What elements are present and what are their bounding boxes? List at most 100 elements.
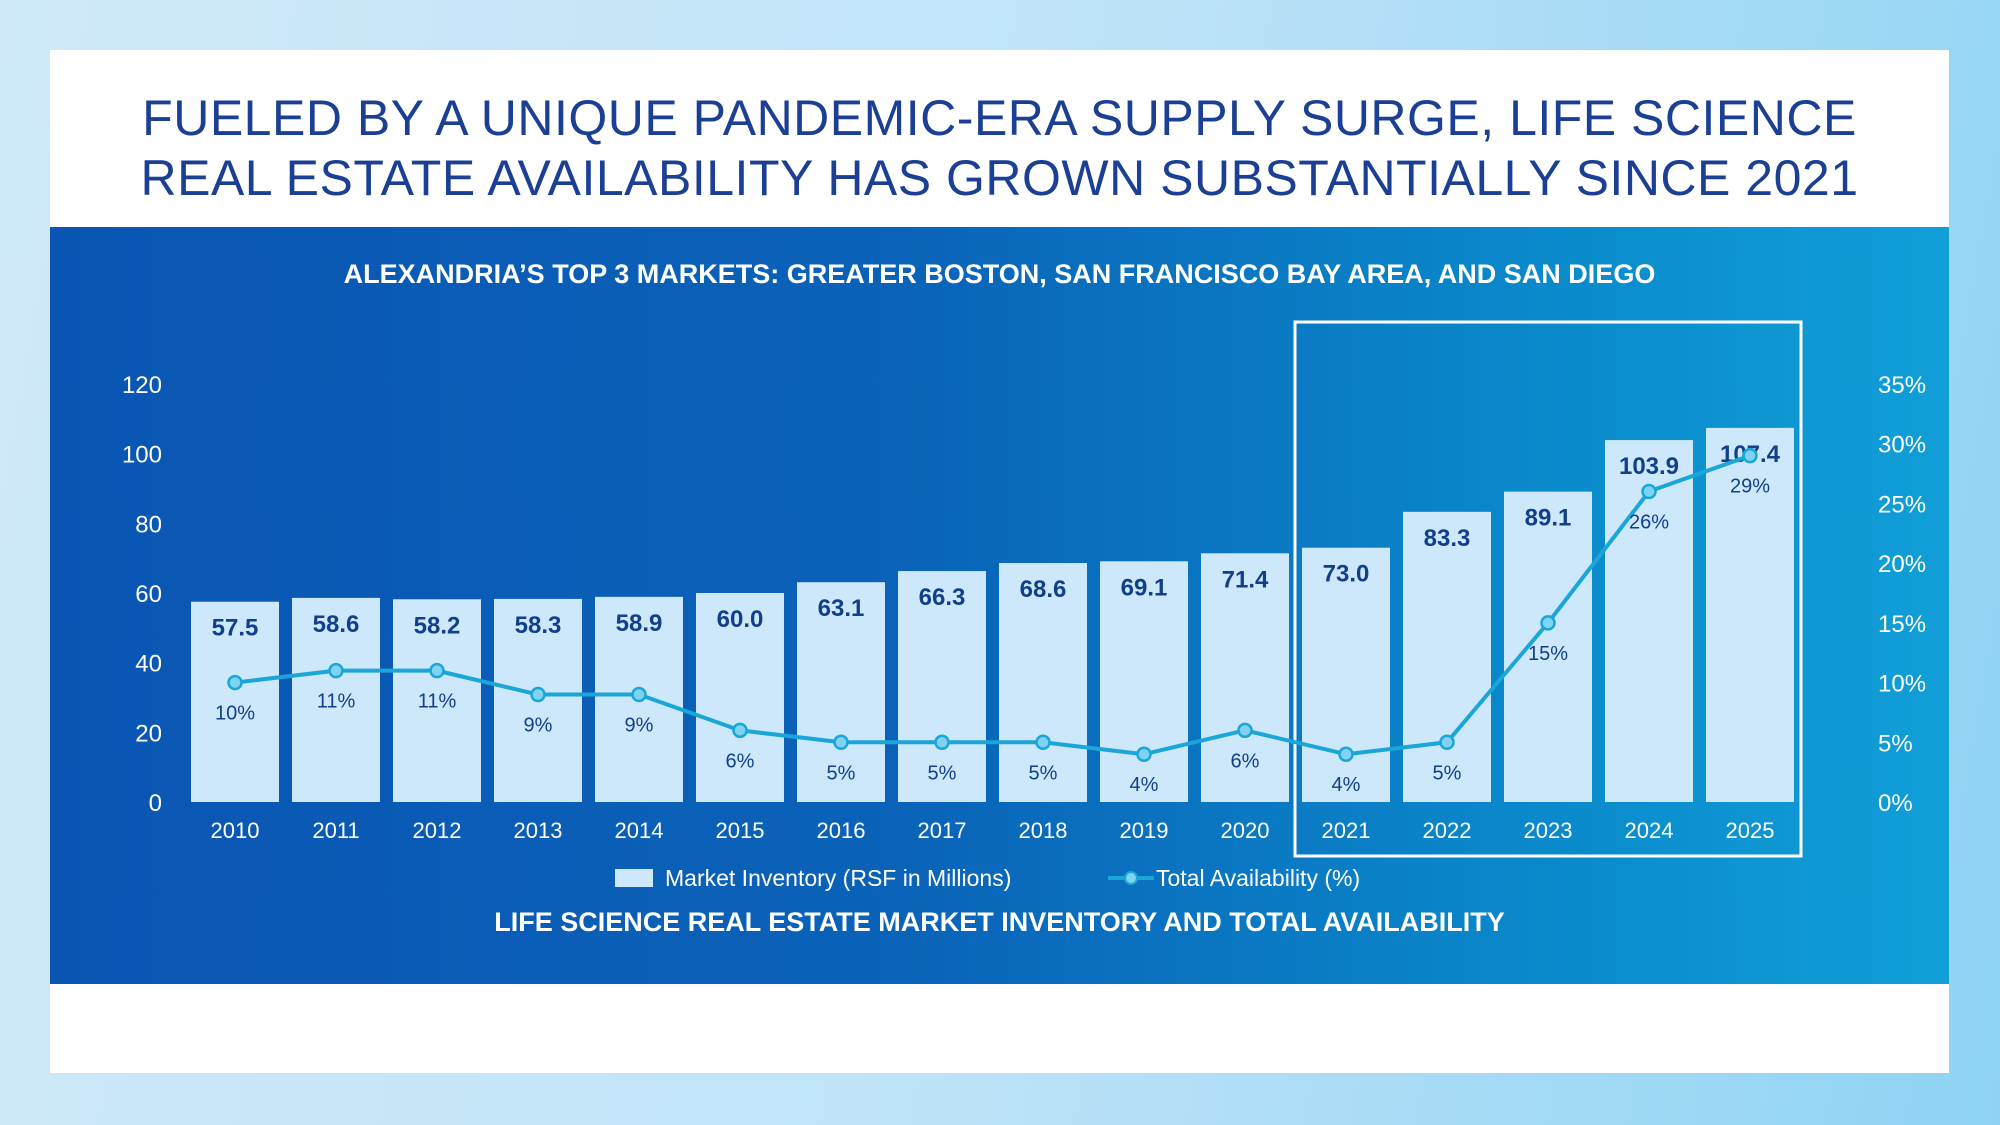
- bar-value-label: 83.3: [1424, 525, 1471, 552]
- availability-label: 5%: [928, 762, 957, 784]
- bar-value-label: 69.1: [1121, 574, 1168, 601]
- availability-label: 5%: [1433, 762, 1462, 784]
- bar-value-label: 66.3: [919, 584, 966, 611]
- y-left-tick-label: 120: [122, 372, 162, 399]
- availability-label: 26%: [1629, 511, 1669, 533]
- headline-line-1: FUELED BY A UNIQUE PANDEMIC-ERA SUPPLY S…: [142, 90, 1857, 146]
- bar-value-label: 73.0: [1323, 561, 1370, 588]
- availability-label: 4%: [1130, 774, 1159, 796]
- x-tick-label: 2015: [716, 818, 765, 843]
- availability-point: [1540, 615, 1556, 631]
- highlight-box: [1293, 320, 1803, 858]
- bar-value-label: 60.0: [717, 606, 764, 633]
- bar-value-label: 89.1: [1525, 505, 1572, 532]
- availability-point: [1136, 746, 1152, 762]
- legend-label-inventory: Market Inventory (RSF in Millions): [665, 865, 1011, 891]
- y-right-tick-label: 30%: [1878, 432, 1926, 459]
- chart-panel: ALEXANDRIA’S TOP 3 MARKETS: GREATER BOST…: [50, 227, 1949, 984]
- x-tick-label: 2017: [918, 818, 967, 843]
- x-tick-label: 2022: [1423, 818, 1472, 843]
- availability-point: [530, 686, 546, 703]
- availability-label: 9%: [524, 715, 553, 737]
- bar-market-inventory: [797, 582, 885, 802]
- x-tick-label: 2014: [615, 818, 664, 843]
- y-right-tick-label: 5%: [1878, 730, 1913, 757]
- bar-market-inventory: [1504, 491, 1592, 802]
- y-left-tick-label: 100: [122, 442, 162, 469]
- bar-market-inventory: [1201, 553, 1289, 802]
- availability-label: 5%: [1029, 762, 1058, 784]
- x-tick-label: 2010: [211, 818, 260, 843]
- bar-value-label: 58.2: [414, 612, 461, 639]
- y-right-tick-label: 10%: [1878, 671, 1926, 698]
- bar-value-label: 68.6: [1020, 576, 1067, 603]
- availability-label: 11%: [418, 691, 457, 713]
- y-right-tick-label: 25%: [1878, 491, 1926, 518]
- y-left-tick-label: 40: [135, 651, 162, 678]
- y-left-tick-label: 80: [135, 511, 162, 538]
- availability-point: [1742, 447, 1758, 464]
- bar-market-inventory: [999, 563, 1087, 802]
- chart-title: ALEXANDRIA’S TOP 3 MARKETS: GREATER BOST…: [343, 259, 1656, 289]
- availability-point: [429, 662, 445, 679]
- availability-point: [934, 734, 950, 751]
- x-tick-label: 2012: [413, 818, 462, 843]
- x-tick-label: 2024: [1625, 818, 1674, 843]
- availability-label: 15%: [1528, 643, 1568, 665]
- availability-label: 9%: [625, 715, 654, 737]
- legend-marker-availability: [1124, 871, 1138, 885]
- availability-point: [227, 674, 243, 691]
- chart-card: FUELED BY A UNIQUE PANDEMIC-ERA SUPPLY S…: [50, 50, 1949, 1073]
- availability-point: [1439, 734, 1455, 751]
- x-tick-label: 2023: [1524, 818, 1573, 843]
- availability-point: [732, 722, 748, 739]
- availability-label: 5%: [827, 762, 856, 784]
- bar-market-inventory: [1605, 440, 1693, 802]
- availability-point: [1338, 746, 1354, 762]
- availability-point: [1237, 722, 1253, 739]
- availability-label: 6%: [726, 750, 755, 772]
- bar-market-inventory: [292, 597, 380, 802]
- y-left-tick-label: 20: [135, 720, 162, 747]
- legend-swatch-inventory: [615, 869, 653, 887]
- x-tick-label: 2021: [1322, 818, 1371, 843]
- y-left-tick-label: 60: [135, 581, 162, 608]
- availability-point: [631, 686, 647, 703]
- y-left-tick-label: 0: [149, 790, 162, 817]
- x-tick-label: 2016: [817, 818, 866, 843]
- bar-market-inventory: [393, 599, 481, 802]
- y-right-tick-label: 15%: [1878, 611, 1926, 638]
- bar-market-inventory: [898, 571, 986, 802]
- chart-footer: LIFE SCIENCE REAL ESTATE MARKET INVENTOR…: [494, 907, 1505, 937]
- headline-line-2: REAL ESTATE AVAILABILITY HAS GROWN SUBST…: [140, 150, 1859, 206]
- availability-label: 11%: [317, 691, 356, 713]
- line-total-availability: [234, 453, 1751, 757]
- bar-value-label: 57.5: [212, 615, 259, 642]
- y-right-tick-label: 0%: [1878, 790, 1913, 817]
- bar-value-label: 71.4: [1222, 566, 1269, 593]
- x-tick-label: 2013: [514, 818, 563, 843]
- y-right-tick-label: 20%: [1878, 551, 1926, 578]
- bar-market-inventory: [1403, 511, 1491, 802]
- legend-label-availability: Total Availability (%): [1156, 865, 1360, 891]
- availability-label: 29%: [1730, 476, 1770, 498]
- availability-point: [833, 734, 849, 751]
- availability-label: 4%: [1332, 774, 1361, 796]
- availability-point: [1641, 483, 1657, 500]
- bar-value-label: 63.1: [818, 595, 865, 622]
- availability-label: 6%: [1231, 750, 1260, 772]
- bar-value-label: 103.9: [1619, 453, 1679, 480]
- bar-value-label: 58.3: [515, 612, 562, 639]
- bar-value-label: 58.9: [616, 610, 663, 637]
- headline: FUELED BY A UNIQUE PANDEMIC-ERA SUPPLY S…: [50, 88, 1949, 208]
- x-tick-label: 2019: [1120, 818, 1169, 843]
- x-tick-label: 2020: [1221, 818, 1270, 843]
- bar-market-inventory: [1706, 427, 1794, 802]
- availability-point: [328, 662, 344, 679]
- availability-label: 10%: [215, 703, 255, 725]
- bar-value-label: 58.6: [313, 611, 360, 638]
- bar-market-inventory: [696, 593, 784, 802]
- x-tick-label: 2011: [312, 818, 359, 843]
- availability-point: [1035, 734, 1051, 751]
- y-right-tick-label: 35%: [1878, 372, 1926, 399]
